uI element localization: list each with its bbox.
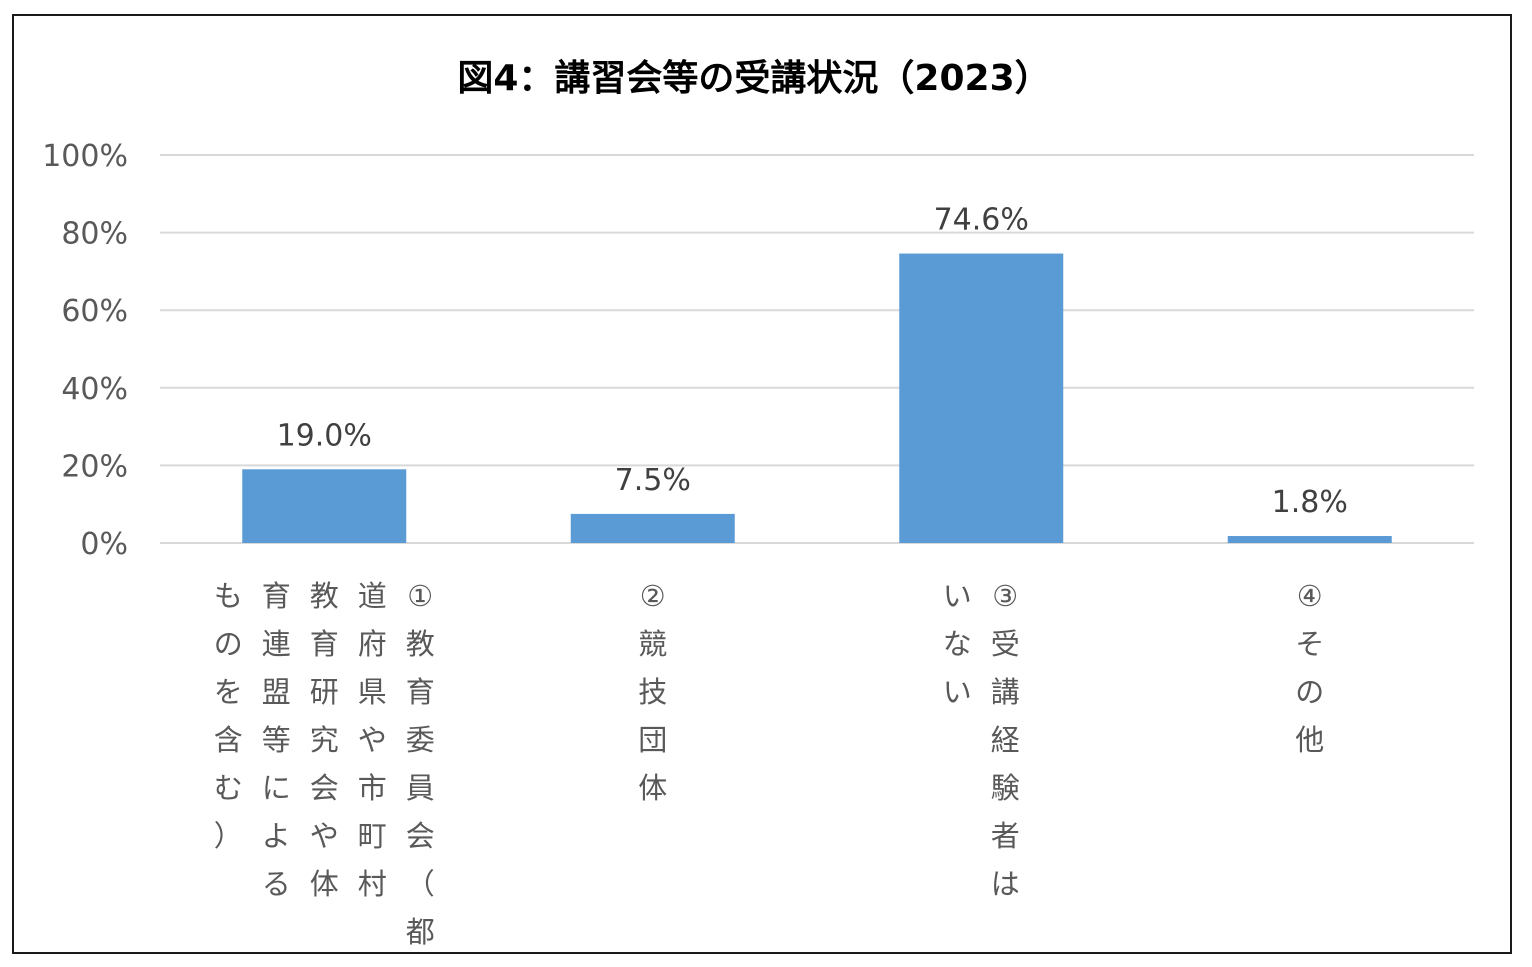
x-category-char: そ bbox=[1295, 627, 1324, 661]
x-category-char: 道 bbox=[358, 579, 387, 613]
x-category-char: 体 bbox=[638, 771, 667, 805]
chart-title: 図4：講習会等の受講状況（2023） bbox=[457, 57, 1050, 99]
x-category-char: も bbox=[214, 579, 243, 613]
x-category-char: 者 bbox=[991, 819, 1020, 853]
x-category-char: 委 bbox=[406, 723, 435, 757]
data-label: 1.8% bbox=[1272, 485, 1348, 520]
x-category-char: 育 bbox=[406, 675, 435, 709]
x-category-char: （ bbox=[406, 867, 435, 901]
x-category-char: 含 bbox=[214, 723, 243, 757]
y-tick-label: 100% bbox=[42, 139, 128, 174]
bar-chart: 図4：講習会等の受講状況（2023） 0% 20% 40% 60% 80% 100% 19… bbox=[42, 57, 1474, 949]
x-category-char: む bbox=[214, 771, 243, 805]
bar bbox=[570, 513, 735, 543]
x-category-char: 会 bbox=[406, 819, 435, 853]
x-category-char: 験 bbox=[991, 771, 1020, 805]
x-category-char: 経 bbox=[991, 723, 1020, 757]
x-category-char: 府 bbox=[358, 627, 387, 661]
x-category-char: ① bbox=[407, 579, 433, 613]
x-category-char: 研 bbox=[310, 675, 339, 709]
x-category-char: 盟 bbox=[262, 675, 291, 709]
x-category-char: ③ bbox=[992, 579, 1018, 613]
x-category-char: ④ bbox=[1297, 579, 1323, 613]
x-category-char: 育 bbox=[262, 579, 291, 613]
x-category-char: 村 bbox=[358, 867, 387, 901]
x-category-char: や bbox=[358, 723, 387, 757]
x-category-label: ④ その他 bbox=[1295, 579, 1324, 757]
bar bbox=[242, 469, 407, 543]
x-category-char: 教 bbox=[310, 579, 339, 613]
bars bbox=[242, 253, 1392, 543]
x-axis-categories: ①教育委員会（都道府県や市町村教育研究会や体育連盟等によるものを含む）②競技団体… bbox=[214, 579, 1325, 949]
bar bbox=[899, 253, 1064, 543]
x-category-char: い bbox=[943, 579, 972, 613]
x-category-char: 町 bbox=[358, 819, 387, 853]
x-category-char: 員 bbox=[406, 771, 435, 805]
x-category-char: 都 bbox=[406, 915, 435, 949]
data-label: 7.5% bbox=[615, 463, 691, 498]
x-category-char: 育 bbox=[310, 627, 339, 661]
data-label: 19.0% bbox=[277, 418, 372, 453]
x-category-char: の bbox=[214, 627, 243, 661]
x-category-char: 講 bbox=[991, 675, 1020, 709]
x-category-char: は bbox=[991, 867, 1020, 901]
chart-frame: 図4：講習会等の受講状況（2023） 0% 20% 40% 60% 80% 100% 19… bbox=[12, 14, 1512, 954]
x-category-char: 教 bbox=[406, 627, 435, 661]
x-category-char: な bbox=[943, 627, 972, 661]
x-category-char: や bbox=[310, 819, 339, 853]
y-axis: 0% 20% 40% 60% 80% 100% bbox=[42, 139, 128, 562]
x-category-char: 連 bbox=[262, 627, 291, 661]
y-tick-label: 40% bbox=[61, 372, 128, 407]
y-tick-label: 60% bbox=[61, 294, 128, 329]
x-category-char: 会 bbox=[310, 771, 339, 805]
y-tick-label: 0% bbox=[80, 527, 128, 562]
bar bbox=[1227, 536, 1392, 543]
x-category-char: 団 bbox=[638, 723, 667, 757]
x-category-char: に bbox=[262, 771, 291, 805]
x-category-char: 体 bbox=[310, 867, 339, 901]
y-tick-label: 20% bbox=[61, 449, 128, 484]
x-category-char: を bbox=[214, 675, 243, 709]
x-category-char: の bbox=[1295, 675, 1324, 709]
x-category-char: ② bbox=[640, 579, 666, 613]
y-tick-label: 80% bbox=[61, 217, 128, 252]
x-category-char: 他 bbox=[1295, 723, 1324, 757]
x-category-char: 市 bbox=[358, 771, 387, 805]
x-category-char: よ bbox=[262, 819, 291, 853]
x-category-char: 受 bbox=[991, 627, 1020, 661]
x-category-char: 究 bbox=[310, 723, 339, 757]
data-label: 74.6% bbox=[934, 203, 1029, 238]
x-category-char: る bbox=[262, 867, 291, 901]
x-category-char: 技 bbox=[638, 675, 667, 709]
x-category-char: い bbox=[943, 675, 972, 709]
x-category-char: 等 bbox=[262, 723, 291, 757]
data-labels: 19.0% 7.5% 74.6% 1.8% bbox=[277, 203, 1348, 520]
x-category-char: 競 bbox=[638, 627, 667, 661]
x-category-char: 県 bbox=[358, 675, 387, 709]
x-category-char: ） bbox=[214, 819, 243, 853]
